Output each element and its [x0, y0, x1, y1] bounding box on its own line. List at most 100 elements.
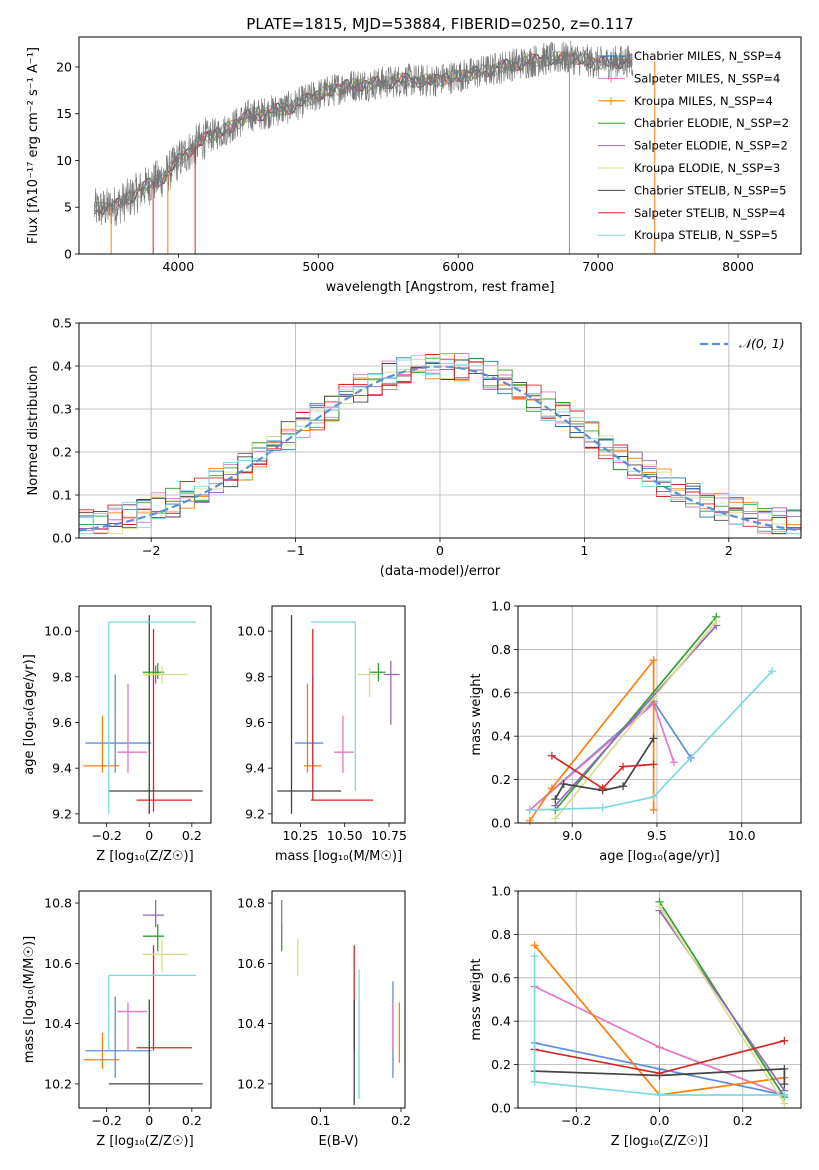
error-bar-point — [108, 615, 203, 814]
y-tick-label: 0.8 — [491, 927, 511, 942]
legend-label: Chabrier STELIB, N_SSP=5 — [634, 183, 786, 197]
error-bar-point — [85, 996, 152, 1078]
y-tick-label: 0.4 — [491, 729, 511, 744]
legend-marker: + — [606, 94, 616, 108]
y-tick-label: 10 — [56, 153, 72, 168]
mass-weight-marker — [712, 617, 721, 626]
x-tick-label: 7000 — [582, 259, 614, 274]
x-tick-label: 0 — [145, 828, 153, 843]
mass-vs-EBV-panel: 0.1 0.2 10.2 10.4 10.6 10.8 E(B-V) — [237, 890, 411, 1149]
legend-marker: + — [606, 49, 616, 63]
axes-frame — [271, 605, 406, 824]
y-tick-label: 20 — [56, 59, 72, 74]
x-tick-label: 0 — [436, 543, 444, 558]
y-tick-label: 9.4 — [245, 761, 265, 776]
spectrum-model-line — [93, 51, 633, 214]
legend-label: 𝒩(0, 1) — [739, 336, 785, 351]
mass-weight-marker — [547, 784, 556, 793]
spectrum-plot-area — [93, 40, 656, 254]
y-tick-label: 0.6 — [491, 970, 511, 985]
axes-frame — [78, 322, 802, 539]
mass-weight-series — [551, 617, 721, 823]
mass-weight-marker — [530, 1077, 539, 1086]
mass-weight-line — [529, 657, 655, 822]
x-axis-label: Z [log₁₀(Z/Z☉)] — [611, 1134, 708, 1149]
mass-weight-marker — [551, 795, 560, 804]
axes-frame — [517, 890, 802, 1109]
legend-label: Salpeter STELIB, N_SSP=4 — [634, 206, 785, 220]
x-axis-label: mass [log₁₀(M/M☉)] — [275, 849, 402, 864]
y-tick-label: 0.0 — [52, 531, 72, 546]
error-bar-point — [142, 663, 165, 680]
error-bar-point — [83, 715, 120, 773]
x-tick-label: 10.50 — [327, 828, 363, 843]
x-tick-label: −0.2 — [91, 828, 121, 843]
y-tick-label: 10.2 — [44, 1076, 72, 1091]
spectrum-model-line — [94, 52, 633, 215]
legend-label: Kroupa MILES, N_SSP=4 — [634, 94, 773, 108]
error-bar-point — [108, 974, 197, 1051]
y-tick-label: 0.2 — [491, 1057, 511, 1072]
legend-label: Kroupa STELIB, N_SSP=5 — [634, 228, 778, 242]
error-bar-point — [383, 660, 400, 725]
mass-weight-line — [658, 910, 786, 1092]
mass-weight-marker — [655, 1090, 664, 1099]
error-bar-point — [117, 683, 148, 773]
x-tick-label: 0 — [145, 1113, 153, 1128]
y-tick-label: 9.6 — [245, 715, 265, 730]
y-axis-label: Normed distribution — [26, 366, 41, 496]
error-bar-point — [369, 663, 386, 682]
y-tick-label: 15 — [56, 106, 72, 121]
mass-weight-marker — [551, 814, 560, 823]
x-tick-label: 8000 — [722, 259, 754, 274]
spectrum-data-line — [94, 40, 634, 226]
x-tick-label: −0.2 — [561, 1113, 591, 1128]
mass-weight-marker — [530, 952, 539, 961]
x-tick-label: 10.0 — [728, 828, 756, 843]
y-axis-label: mass [log₁₀(M/M☉)] — [22, 936, 37, 1063]
y-tick-label: 10.4 — [237, 1016, 265, 1031]
error-bar-point — [311, 628, 374, 801]
mass-weight-marker — [669, 758, 678, 767]
spectrum-model-line — [94, 51, 633, 214]
axes-frame — [78, 605, 212, 824]
mass-weight-series — [525, 667, 777, 814]
axes-frame — [517, 605, 802, 824]
error-bar-point — [277, 615, 342, 814]
y-tick-label: 0.4 — [52, 359, 72, 374]
mass-weight-marker — [559, 779, 568, 788]
y-tick-label: 0.6 — [491, 685, 511, 700]
mass-weight-series — [530, 952, 789, 1099]
error-bar-point — [142, 924, 165, 952]
mass-weight-marker — [649, 656, 658, 665]
x-axis-label: (data-model)/error — [380, 564, 501, 579]
mass-weight-marker — [649, 760, 658, 769]
age-vs-mass-panel: 10.25 10.50 10.75 9.2 9.4 9.6 9.8 10.0 mass [log… — [237, 605, 407, 864]
error-bar-point — [142, 665, 188, 684]
mass-weight-marker — [619, 782, 628, 791]
axes-frame — [78, 36, 802, 255]
error-bar-point — [334, 715, 354, 773]
mass-weight-marker — [525, 805, 534, 814]
mass-weight-marker — [547, 751, 556, 760]
y-tick-label: 9.8 — [245, 669, 265, 684]
x-tick-label: 0.0 — [650, 1113, 670, 1128]
x-tick-label: 9.5 — [647, 828, 667, 843]
y-axis-label: mass weight — [469, 958, 484, 1040]
x-tick-label: 0.2 — [182, 828, 202, 843]
spectrum-panel: 4000 5000 6000 7000 8000 0 5 10 15 20 wavelength [… — [26, 36, 802, 295]
error-bar-point — [108, 621, 197, 814]
mass-weight-marker — [619, 762, 628, 771]
y-tick-label: 9.2 — [52, 806, 72, 821]
mass-weight-series — [547, 751, 658, 793]
mass-weight-marker — [655, 1069, 664, 1078]
error-bar-point — [136, 628, 192, 812]
error-bar-point — [136, 945, 192, 1051]
spectrum-model-line — [94, 51, 633, 215]
y-tick-label: 10.8 — [237, 896, 265, 911]
mass-weight-line — [551, 754, 654, 790]
mass-vs-EBV-plot-area — [281, 900, 401, 1105]
mass-weight-marker — [780, 1036, 789, 1045]
x-tick-label: 10.25 — [282, 828, 318, 843]
axes-frame — [271, 890, 406, 1109]
